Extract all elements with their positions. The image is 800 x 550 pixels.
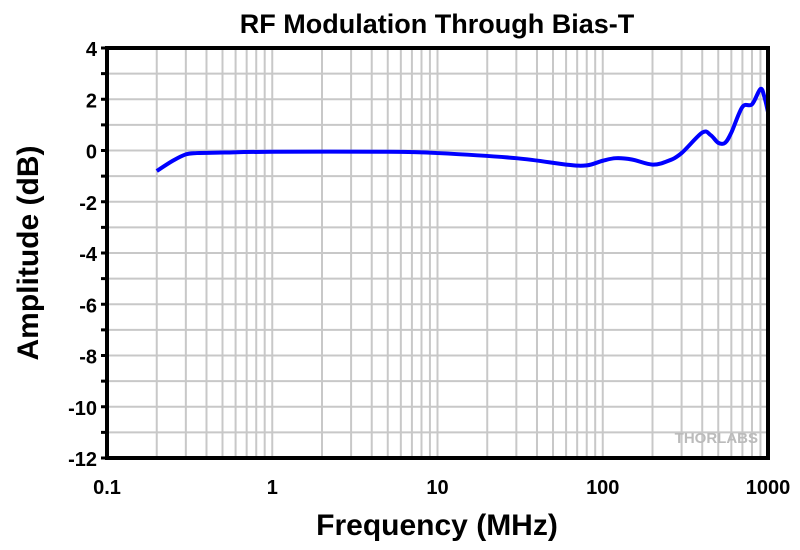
y-tick-label: 4	[86, 39, 98, 61]
x-tick-label: 1000	[746, 477, 791, 499]
y-tick-label: -6	[79, 295, 97, 317]
y-tick-label: -8	[79, 347, 97, 369]
x-axis-label: Frequency (MHz)	[316, 509, 558, 542]
x-tick-label: 0.1	[93, 477, 121, 499]
y-tick-label: -10	[68, 398, 97, 420]
y-axis-label: Amplitude (dB)	[12, 146, 45, 361]
y-tick-label: -2	[79, 193, 97, 215]
y-tick-label: 2	[86, 90, 97, 112]
series	[155, 86, 770, 173]
x-tick-label: 1	[267, 477, 278, 499]
x-tick-label: 100	[586, 477, 619, 499]
chart-title: RF Modulation Through Bias-T	[240, 9, 635, 39]
x-tick-label: 10	[426, 477, 448, 499]
watermark-logo: THORLABS	[675, 430, 758, 447]
y-tick-label: 0	[86, 142, 97, 164]
series-line	[155, 86, 770, 173]
y-tick-label: -12	[68, 449, 97, 471]
ticks: 4 2 0 -2 -4 -6 -8 -10 -12 0.1 1 10 100 1000	[68, 39, 790, 499]
y-tick-label: -4	[79, 244, 98, 266]
grid	[107, 47, 768, 459]
